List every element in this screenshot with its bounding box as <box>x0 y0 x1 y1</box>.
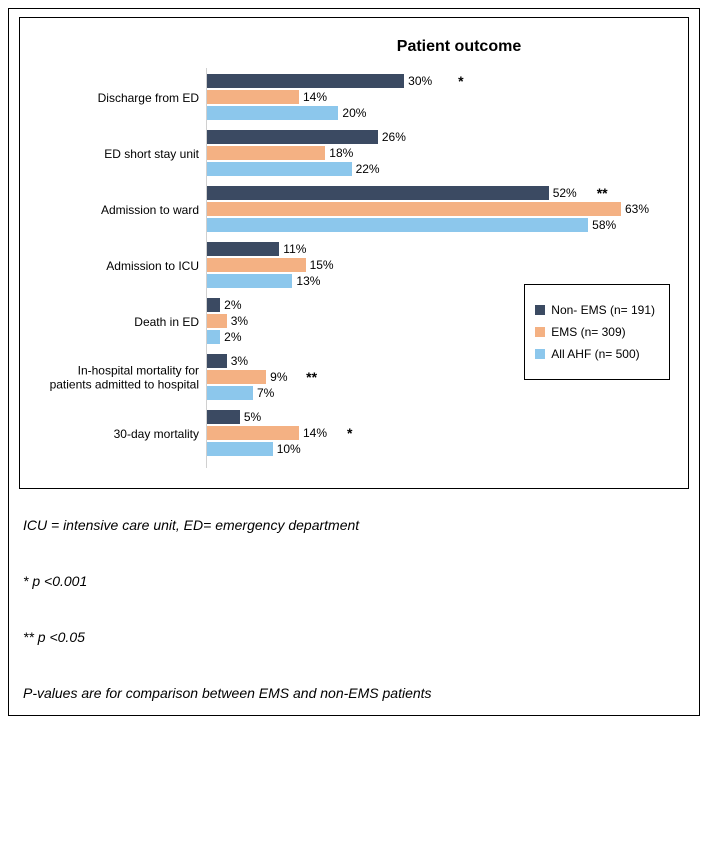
bar <box>207 162 352 176</box>
legend-swatch <box>535 305 545 315</box>
bar-row: 52% ** <box>207 186 678 200</box>
category-label: Discharge from ED <box>39 91 207 105</box>
category-group: Admission to ward52%**63%58% <box>207 186 678 234</box>
category-label: ED short stay unit <box>39 147 207 161</box>
significance-marker: * <box>347 426 352 440</box>
bar <box>207 330 220 344</box>
value-label: 3% <box>227 354 248 368</box>
bar-row: 10% <box>207 442 678 456</box>
bar <box>207 370 266 384</box>
bar <box>207 426 299 440</box>
value-label: 58% <box>588 218 616 232</box>
value-label: 26% <box>378 130 406 144</box>
value-label: 18% <box>325 146 353 160</box>
bar-row: 5% <box>207 410 678 424</box>
footnote-abbrev: ICU = intensive care unit, ED= emergency… <box>23 517 689 533</box>
bar-row: 30% * <box>207 74 678 88</box>
value-label: 22% <box>352 162 380 176</box>
legend-row: EMS (n= 309) <box>535 325 655 339</box>
significance-marker: ** <box>597 186 608 200</box>
footnote-p1: * p <0.001 <box>23 573 689 589</box>
value-label: 14% <box>299 90 327 104</box>
value-label: 10% <box>273 442 301 456</box>
bar <box>207 258 306 272</box>
bar <box>207 442 273 456</box>
value-label: 5% <box>240 410 261 424</box>
bar <box>207 242 279 256</box>
bar <box>207 130 378 144</box>
value-label: 9% <box>266 370 287 384</box>
legend: Non- EMS (n= 191) EMS (n= 309) All AHF (n=… <box>524 284 670 380</box>
legend-swatch <box>535 327 545 337</box>
category-label: Admission to ward <box>39 203 207 217</box>
value-label: 20% <box>338 106 366 120</box>
bar <box>207 146 325 160</box>
value-label: 30% <box>404 74 432 88</box>
bar <box>207 386 253 400</box>
bar <box>207 274 292 288</box>
bar <box>207 298 220 312</box>
category-label: In-hospital mortality for patients admit… <box>39 364 207 393</box>
bar-row: 58% <box>207 218 678 232</box>
legend-row: Non- EMS (n= 191) <box>535 303 655 317</box>
bar-row: 20% <box>207 106 678 120</box>
significance-marker: ** <box>306 370 317 384</box>
chart-title: Patient outcome <box>240 38 678 56</box>
legend-label: All AHF (n= 500) <box>551 347 639 361</box>
bar <box>207 314 227 328</box>
category-group: Discharge from ED30%*14%20% <box>207 74 678 122</box>
bar <box>207 74 404 88</box>
value-label: 15% <box>306 258 334 272</box>
bar-row: 63% <box>207 202 678 216</box>
bar <box>207 186 549 200</box>
bar <box>207 354 227 368</box>
value-label: 2% <box>220 298 241 312</box>
value-label: 63% <box>621 202 649 216</box>
bar-row: 22% <box>207 162 678 176</box>
bar <box>207 90 299 104</box>
value-label: 2% <box>220 330 241 344</box>
bar-row: 15% <box>207 258 678 272</box>
footnote-compare: P-values are for comparison between EMS … <box>23 685 689 701</box>
bar <box>207 410 240 424</box>
value-label: 3% <box>227 314 248 328</box>
value-label: 13% <box>292 274 320 288</box>
category-group: ED short stay unit26%18%22% <box>207 130 678 178</box>
bar-row: 26% <box>207 130 678 144</box>
bar-row: 14% * <box>207 426 678 440</box>
legend-label: EMS (n= 309) <box>551 325 625 339</box>
bar-row: 7% <box>207 386 678 400</box>
bar-row: 11% <box>207 242 678 256</box>
bar-row: 18% <box>207 146 678 160</box>
legend-label: Non- EMS (n= 191) <box>551 303 655 317</box>
chart-panel: Patient outcome Discharge from ED30%*14%… <box>19 17 689 489</box>
category-label: Death in ED <box>39 315 207 329</box>
category-label: 30-day mortality <box>39 427 207 441</box>
footnote-p2: ** p <0.05 <box>23 629 689 645</box>
value-label: 7% <box>253 386 274 400</box>
bar <box>207 106 338 120</box>
bar <box>207 202 621 216</box>
legend-row: All AHF (n= 500) <box>535 347 655 361</box>
category-label: Admission to ICU <box>39 259 207 273</box>
plot-area: Discharge from ED30%*14%20%ED short stay… <box>206 68 678 468</box>
value-label: 14% <box>299 426 327 440</box>
legend-swatch <box>535 349 545 359</box>
significance-marker: * <box>458 74 463 88</box>
bar-row: 14% <box>207 90 678 104</box>
value-label: 52% <box>549 186 577 200</box>
category-group: Admission to ICU11%15%13% <box>207 242 678 290</box>
bar <box>207 218 588 232</box>
category-group: 30-day mortality5%14%*10% <box>207 410 678 458</box>
figure-container: Patient outcome Discharge from ED30%*14%… <box>8 8 700 716</box>
value-label: 11% <box>279 242 306 256</box>
